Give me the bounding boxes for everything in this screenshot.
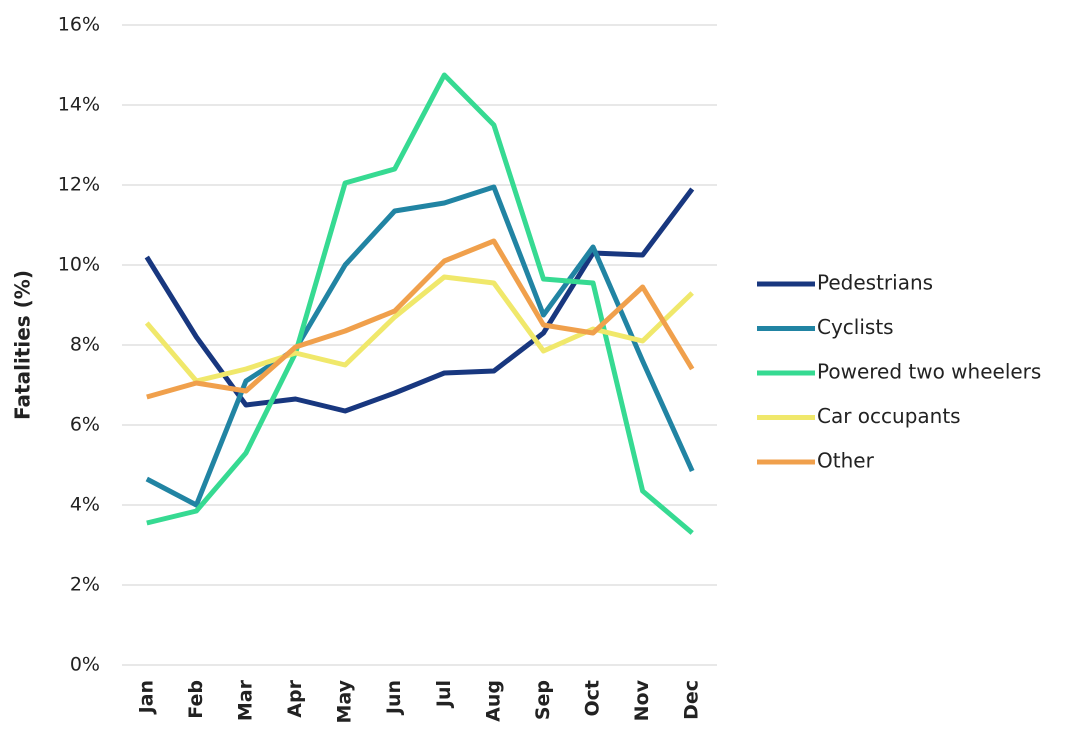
x-tick-label: Dec: [681, 680, 703, 720]
series-line: [146, 72, 694, 535]
x-tick-label: Sep: [532, 680, 554, 720]
x-tick-label: Apr: [284, 679, 306, 717]
y-tick-label: 6%: [70, 414, 100, 436]
y-tick-label: 2%: [70, 574, 100, 596]
x-tick-label: Jan: [135, 680, 157, 715]
y-tick-label: 4%: [70, 494, 100, 516]
y-tick-label: 12%: [58, 174, 100, 196]
series-line: [144, 274, 694, 384]
x-tick-label: Feb: [185, 680, 207, 719]
y-tick-label: 10%: [58, 254, 100, 276]
y-tick-label: 0%: [70, 654, 100, 676]
legend-label: Other: [817, 449, 875, 473]
series-line: [146, 238, 695, 400]
y-tick-label: 8%: [70, 334, 100, 356]
legend-label: Pedestrians: [817, 271, 933, 295]
y-axis-label: Fatalities (%): [11, 270, 35, 420]
legend-label: Powered two wheelers: [817, 360, 1041, 384]
series-line: [145, 184, 695, 508]
x-tick-label: Nov: [631, 679, 653, 721]
y-tick-label: 14%: [58, 94, 100, 116]
series-line: [144, 187, 695, 414]
x-tick-label: Jun: [383, 680, 405, 716]
x-tick-label: Oct: [582, 680, 604, 717]
x-tick-label: May: [334, 679, 356, 723]
x-tick-label: Aug: [482, 680, 504, 722]
x-tick-label: Jul: [433, 680, 455, 709]
legend-label: Cyclists: [817, 315, 894, 339]
x-tick-label: Mar: [234, 679, 256, 721]
y-tick-label: 16%: [58, 14, 100, 36]
legend-label: Car occupants: [817, 404, 961, 428]
